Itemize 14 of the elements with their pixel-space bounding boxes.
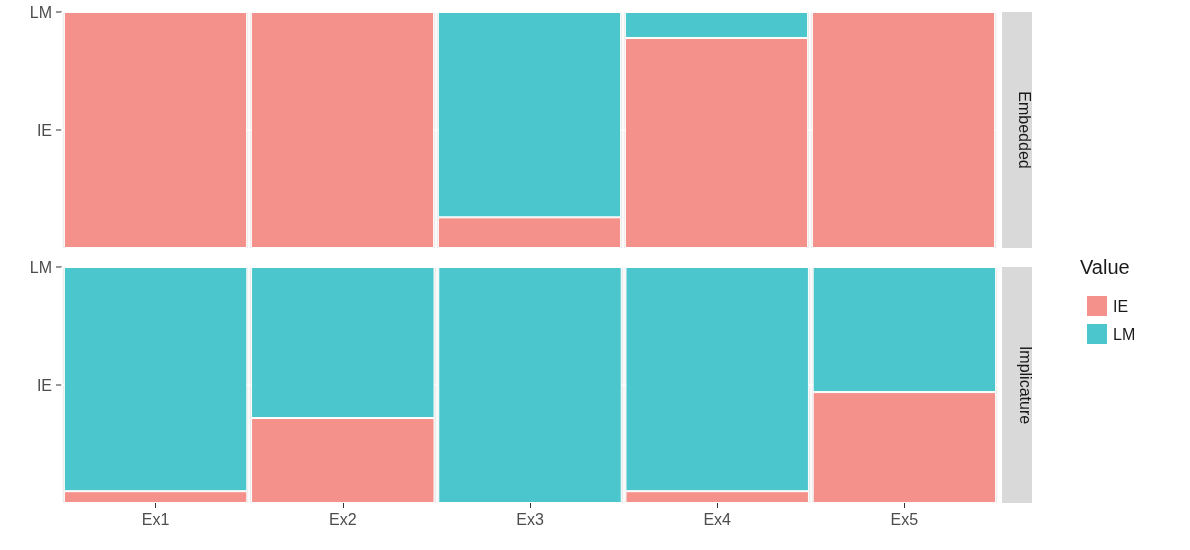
x-tick-label: Ex5 xyxy=(890,510,919,528)
x-tick-label: Ex4 xyxy=(703,510,732,528)
y2-axis-title: Embedded xyxy=(1015,91,1033,169)
legend-title: Value xyxy=(1080,256,1130,278)
text: IE xyxy=(36,376,52,394)
y2-axis-title: Implicature xyxy=(1016,345,1034,425)
legend-label: LM xyxy=(1113,325,1136,343)
text: IE xyxy=(36,121,52,139)
x-tick-label: Ex1 xyxy=(141,510,170,528)
text: LM xyxy=(29,3,52,21)
x-tick-label: Ex2 xyxy=(329,510,357,528)
text: LM xyxy=(29,258,52,276)
legend-label: IE xyxy=(1113,297,1129,315)
x-tick-label: Ex3 xyxy=(516,510,544,528)
